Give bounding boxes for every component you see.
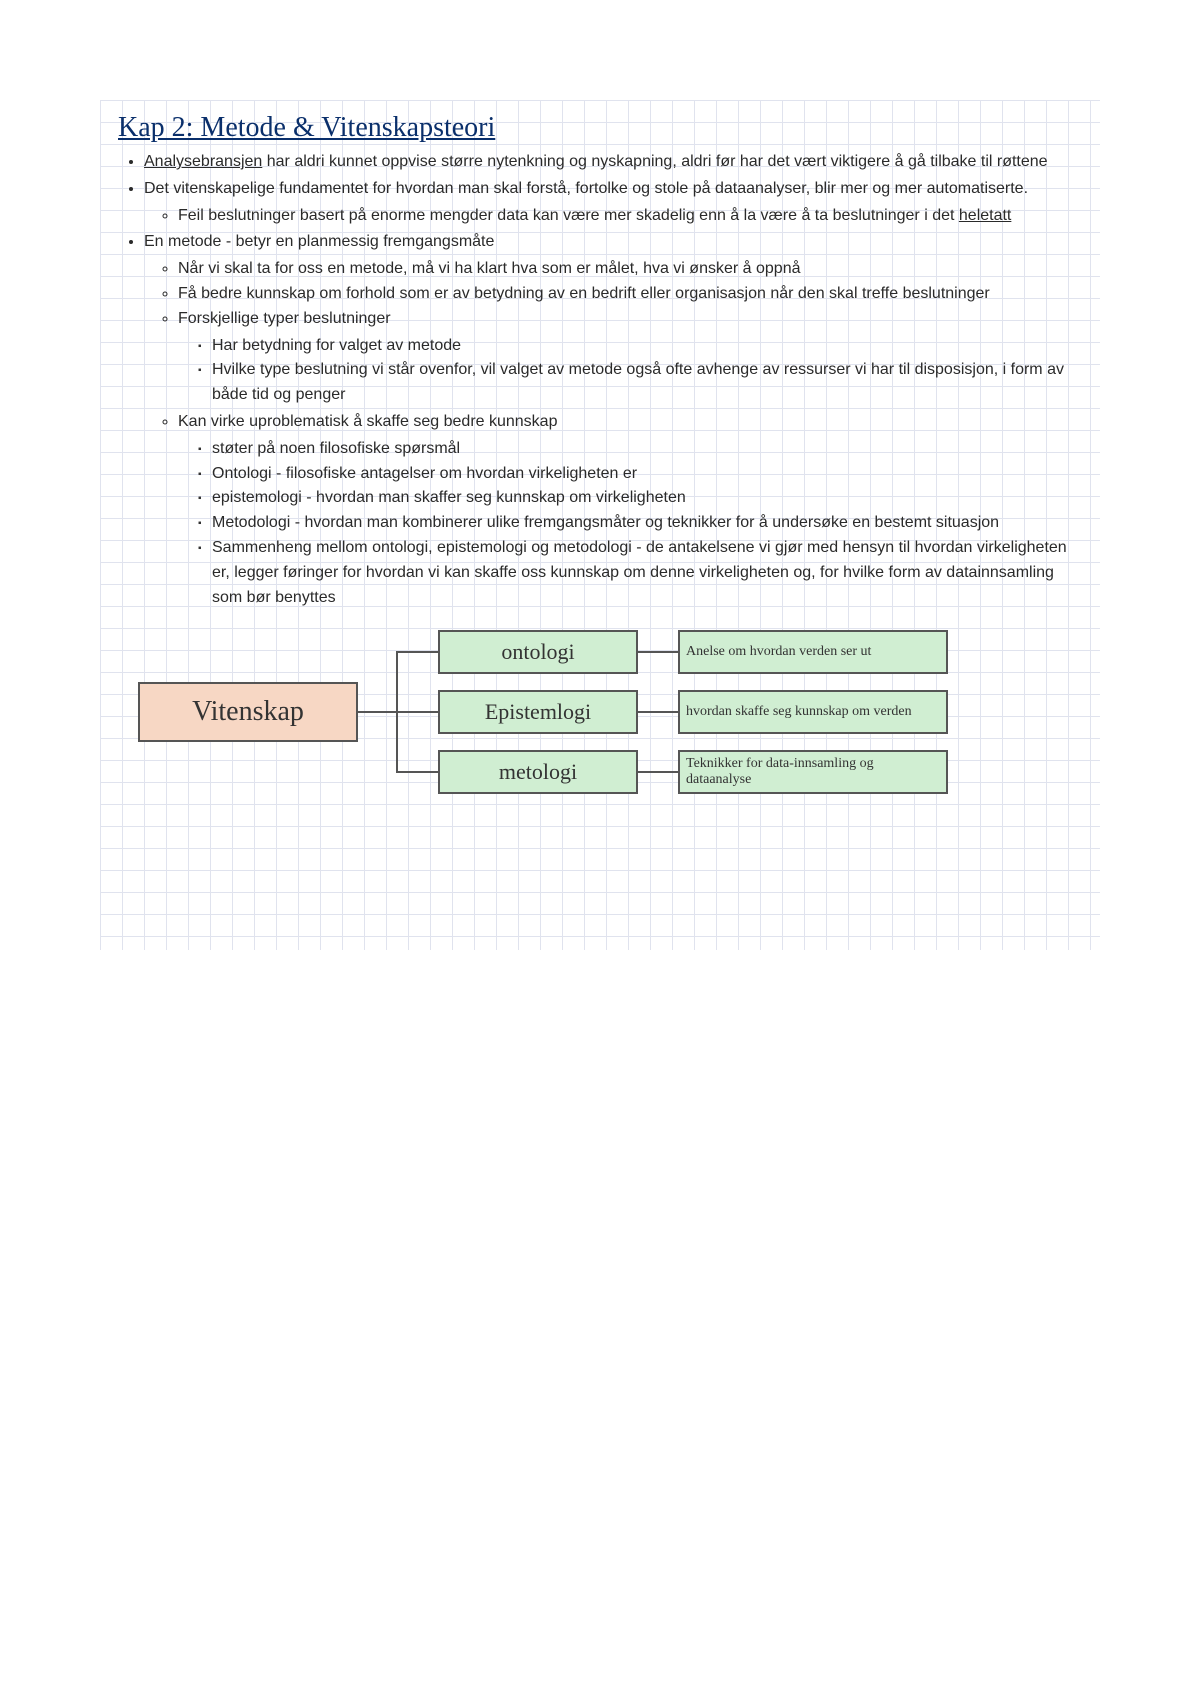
text: Forskjellige typer beslutninger: [178, 310, 391, 327]
sub-sub-list: støter på noen filosofiske spørsmål Onto…: [178, 437, 1082, 611]
concept-diagram: Vitenskap ontologi Epistemlogi metologi …: [118, 622, 1078, 822]
list-item: epistemologi - hvordan man skaffer seg k…: [212, 486, 1082, 511]
diagram-desc-metodologi: Teknikker for data-innsamling og dataana…: [678, 750, 948, 794]
connector-line: [638, 651, 678, 653]
list-item: Forskjellige typer beslutninger Har bety…: [178, 307, 1082, 408]
note-page: Kap 2: Metode & Vitenskapsteori Analyseb…: [100, 100, 1100, 950]
page-title: Kap 2: Metode & Vitenskapsteori: [118, 112, 1082, 144]
text: En metode - betyr en planmessig fremgang…: [144, 233, 494, 250]
list-item: Metodologi - hvordan man kombinerer ulik…: [212, 511, 1082, 536]
connector-line: [358, 711, 398, 713]
list-item: Analysebransjen har aldri kunnet oppvise…: [144, 150, 1082, 175]
list-item: støter på noen filosofiske spørsmål: [212, 437, 1082, 462]
diagram-node-metodologi: metologi: [438, 750, 638, 794]
diagram-node-epistemologi: Epistemlogi: [438, 690, 638, 734]
list-item: Sammenheng mellom ontologi, epistemologi…: [212, 536, 1082, 610]
text: Kan virke uproblematisk å skaffe seg bed…: [178, 413, 557, 430]
list-item: Ontologi - filosofiske antagelser om hvo…: [212, 462, 1082, 487]
list-item: Kan virke uproblematisk å skaffe seg bed…: [178, 410, 1082, 610]
list-item: Feil beslutninger basert på enorme mengd…: [178, 204, 1082, 229]
diagram-desc-epistemologi: hvordan skaffe seg kunnskap om verden: [678, 690, 948, 734]
list-item: Har betydning for valget av metode: [212, 334, 1082, 359]
sub-sub-list: Har betydning for valget av metode Hvilk…: [178, 334, 1082, 408]
text: Feil beslutninger basert på enorme mengd…: [178, 207, 959, 224]
connector-line: [396, 771, 438, 773]
sub-list: Når vi skal ta for oss en metode, må vi …: [144, 257, 1082, 610]
list-item: Når vi skal ta for oss en metode, må vi …: [178, 257, 1082, 282]
text: har aldri kunnet oppvise større nytenkni…: [262, 153, 1047, 170]
list-item: Få bedre kunnskap om forhold som er av b…: [178, 282, 1082, 307]
list-item: En metode - betyr en planmessig fremgang…: [144, 230, 1082, 610]
connector-line: [638, 771, 678, 773]
text: Det vitenskapelige fundamentet for hvord…: [144, 180, 1028, 197]
note-content: Kap 2: Metode & Vitenskapsteori Analyseb…: [100, 100, 1100, 840]
bullet-list: Analysebransjen har aldri kunnet oppvise…: [118, 150, 1082, 610]
underlined-text: heletatt: [959, 207, 1011, 224]
connector-line: [396, 651, 438, 653]
connector-line: [638, 711, 678, 713]
list-item: Det vitenskapelige fundamentet for hvord…: [144, 177, 1082, 229]
diagram-node-ontologi: ontologi: [438, 630, 638, 674]
diagram-root-node: Vitenskap: [138, 682, 358, 742]
list-item: Hvilke type beslutning vi står ovenfor, …: [212, 358, 1082, 408]
sub-list: Feil beslutninger basert på enorme mengd…: [144, 204, 1082, 229]
underlined-text: Analysebransjen: [144, 153, 262, 170]
connector-line: [396, 711, 438, 713]
diagram-desc-ontologi: Anelse om hvordan verden ser ut: [678, 630, 948, 674]
